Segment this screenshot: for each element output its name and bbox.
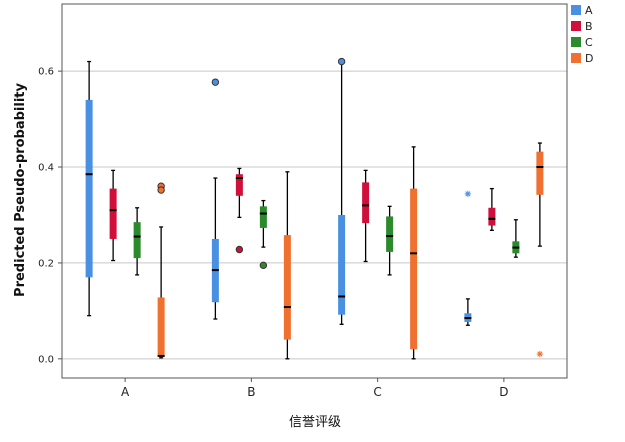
outlier-circle: [211, 78, 220, 86]
outlier-star-stroke: [537, 351, 543, 357]
box-D-C: [512, 219, 520, 258]
box-iqr: [410, 188, 418, 350]
box-A-D: [157, 182, 165, 359]
box-C-B: [362, 169, 370, 263]
x-tick-label: B: [247, 385, 255, 399]
y-tick-label: 0.6: [38, 67, 54, 78]
y-tick-label: 0.0: [38, 354, 54, 365]
outlier-star-stroke: [465, 191, 471, 197]
box-iqr: [338, 214, 346, 315]
box-C-A: [337, 57, 346, 325]
x-tick-label: C: [373, 385, 381, 399]
boxes: [85, 57, 544, 360]
box-B-B: [235, 167, 244, 254]
legend-label-C: C: [585, 36, 593, 49]
outlier-circle: [157, 186, 165, 194]
box-B-C: [259, 199, 268, 270]
box-B-A: [211, 78, 220, 320]
x-tick-label: D: [499, 385, 508, 399]
legend-label-A: A: [585, 4, 593, 17]
legend-label-B: B: [585, 20, 593, 33]
y-axis: 0.0 0.2 0.4 0.6: [38, 67, 62, 365]
box-iqr: [235, 174, 243, 196]
x-tick-label: A: [121, 385, 130, 399]
y-tick-label: 0.2: [38, 258, 54, 269]
box-iqr: [259, 206, 267, 228]
outlier-star: [536, 350, 544, 358]
legend-swatch-D: [571, 53, 581, 63]
outlier-circle: [235, 245, 244, 254]
box-iqr: [536, 151, 544, 195]
box-D-A: [464, 190, 472, 326]
box-C-D: [410, 146, 418, 360]
y-tick-label: 0.4: [38, 163, 54, 174]
box-iqr: [283, 235, 291, 340]
box-iqr: [157, 297, 165, 357]
box-D-D: [536, 142, 544, 358]
box-iqr: [109, 188, 117, 239]
box-iqr: [133, 222, 141, 259]
outlier-circle: [259, 261, 268, 270]
box-iqr: [488, 207, 496, 226]
box-C-C: [386, 205, 394, 276]
x-axis-title: 信誉评级: [289, 415, 341, 430]
legend-swatch-C: [571, 37, 581, 47]
plot-frame: [61, 3, 568, 379]
box-iqr: [362, 182, 370, 224]
outlier-star: [464, 190, 472, 198]
outlier-circle: [337, 57, 346, 66]
box-iqr: [386, 216, 394, 252]
legend-label-D: D: [585, 52, 593, 65]
gridlines: [62, 70, 567, 360]
box-iqr: [85, 99, 93, 278]
box-A-C: [133, 207, 141, 276]
box-A-B: [109, 169, 117, 262]
y-axis-title: Predicted Pseudo-probability: [13, 83, 28, 297]
x-axis: A B C D: [121, 378, 509, 399]
legend-swatch-A: [571, 5, 581, 15]
box-B-D: [283, 171, 291, 360]
legend-swatch-B: [571, 21, 581, 31]
box-A-A: [85, 60, 93, 317]
box-D-B: [488, 187, 496, 231]
